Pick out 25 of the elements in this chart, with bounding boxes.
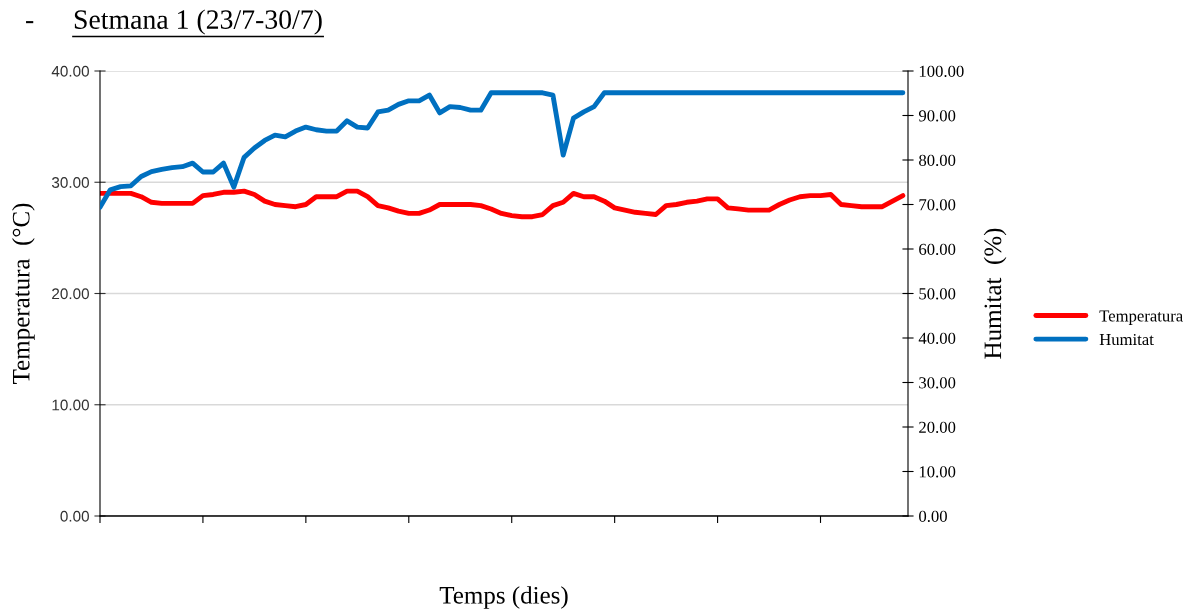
y2-tick-label: 0.00 [919,510,947,523]
y2-tick-label: 80.00 [919,154,956,167]
y-tick-label: 20.00 [52,288,89,300]
legend-label: Temperatura [1099,310,1183,325]
y2-tick-label: 40.00 [918,332,956,345]
y-tick-label: 30.00 [51,177,89,188]
y2-tick-label: 60.00 [919,243,956,256]
y2-tick-label: 90.00 [918,110,956,122]
y2-tick-label: 10.00 [919,466,956,478]
y-axis-title: Temperatura (°C) [12,203,35,384]
y-tick-label: 0.00 [60,510,89,522]
y-tick-label: 40.00 [51,65,89,77]
y-tick-label: 10.00 [52,399,89,411]
line-series [100,188,906,220]
legend-label: Humitat [1099,333,1154,346]
line-series [100,90,906,210]
x-axis-title: Temps (dies) [439,586,568,609]
y2-tick-label: 50.00 [919,288,956,300]
y2-tick-label: 30.00 [919,377,956,389]
chart-title: Setmana 1 (23/7-30/7) [74,9,322,35]
y2-tick-label: 20.00 [919,421,956,434]
text: - [26,21,34,24]
y2-axis-title: Humitat (%) [983,228,1007,359]
y2-tick-label: 70.00 [919,199,956,211]
y2-tick-label: 100.00 [919,65,964,78]
